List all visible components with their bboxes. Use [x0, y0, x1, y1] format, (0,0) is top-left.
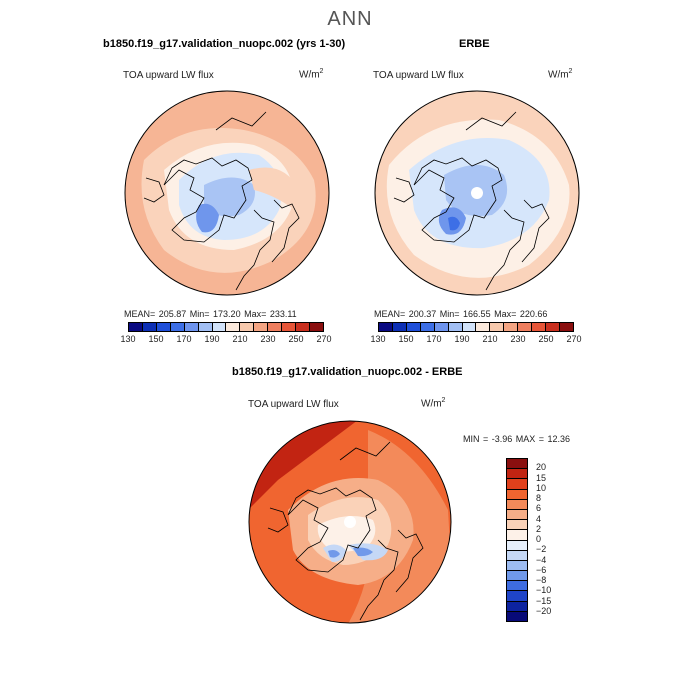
colorbar-swatch [379, 323, 393, 331]
colorbar-tick-label: 250 [538, 334, 554, 344]
colorbar-swatch [129, 323, 143, 331]
obs-panel-title: ERBE [459, 38, 490, 50]
colorbar-swatch [254, 323, 269, 331]
obs-polar-map [374, 90, 580, 296]
colorbar-swatch [507, 479, 527, 490]
colorbar-tick-label: 270 [566, 334, 582, 344]
obs-stats: MEAN= 200.37 Min= 166.55 Max= 220.66 [374, 309, 548, 319]
diff-variable-label: TOA upward LW flux [248, 399, 339, 410]
diff-polar-map [248, 420, 452, 624]
colorbar-tick-label: 250 [288, 334, 304, 344]
colorbar-swatch [507, 581, 527, 592]
diff-colorbar: 20 15 10 8 6 4 2 0 −2 −4 −6 −8 −10 −15 −20 [506, 458, 576, 622]
obs-variable-label: TOA upward LW flux [373, 70, 464, 81]
colorbar-tick-label: 150 [148, 334, 164, 344]
diff-stats: MIN = -3.96 MAX = 12.36 [463, 434, 571, 444]
colorbar-swatch [296, 323, 310, 331]
model-polar-map [124, 90, 330, 296]
colorbar-swatch [268, 323, 283, 331]
colorbar-swatch [476, 323, 491, 331]
colorbar-tick-label: −10 [536, 585, 552, 596]
colorbar-swatch [559, 323, 573, 331]
colorbar-swatch [507, 571, 527, 582]
colorbar-swatch [406, 323, 421, 331]
colorbar-swatch [518, 323, 533, 331]
colorbar-swatch [532, 323, 547, 331]
colorbar-swatch [184, 323, 199, 331]
colorbar-tick-label: 130 [370, 334, 386, 344]
colorbar-tick-label: −2 [536, 544, 547, 555]
colorbar-tick-label: 170 [176, 334, 192, 344]
colorbar-swatch [226, 323, 241, 331]
colorbar-tick-label: 230 [510, 334, 526, 344]
colorbar-swatch [198, 323, 213, 331]
colorbar-tick-label: 130 [120, 334, 136, 344]
colorbar-swatch [309, 323, 323, 331]
model-stats: MEAN= 205.87 Min= 173.20 Max= 233.11 [124, 309, 297, 319]
colorbar-tick-label: 15 [536, 472, 547, 483]
colorbar-swatch [507, 601, 527, 612]
colorbar-swatch [212, 323, 227, 331]
colorbar-tick-label: −8 [536, 575, 547, 585]
colorbar-swatch [507, 459, 527, 470]
diff-colorbar-swatches [506, 458, 528, 622]
colorbar-tick-label: 190 [204, 334, 220, 344]
model-variable-label: TOA upward LW flux [123, 70, 214, 81]
colorbar-swatch [507, 499, 527, 510]
colorbar-tick-label: 210 [232, 334, 248, 344]
colorbar-swatch [507, 489, 527, 500]
colorbar-swatch [490, 323, 505, 331]
colorbar-swatch [507, 540, 527, 551]
model-units-label: W/m2 [299, 68, 324, 81]
colorbar-tick-label: 8 [536, 493, 542, 503]
colorbar-tick-label: −6 [536, 564, 547, 575]
season-title: ANN [327, 8, 373, 30]
colorbar-tick-label: 170 [426, 334, 442, 344]
colorbar-tick-label: −20 [536, 605, 552, 616]
model-colorbar-swatches [128, 322, 324, 332]
colorbar-swatch [507, 469, 527, 480]
colorbar-tick-label: 230 [260, 334, 276, 344]
colorbar-tick-label: 0 [536, 534, 542, 544]
colorbar-swatch [507, 520, 527, 531]
diff-panel-title: b1850.f19_g17.validation_nuopc.002 - ERB… [232, 366, 463, 378]
colorbar-tick-label: 10 [536, 482, 547, 493]
colorbar-swatch [504, 323, 519, 331]
colorbar-swatch [142, 323, 157, 331]
colorbar-swatch [170, 323, 185, 331]
colorbar-swatch [507, 611, 527, 621]
colorbar-swatch [434, 323, 449, 331]
colorbar-swatch [507, 550, 527, 561]
colorbar-swatch [546, 323, 560, 331]
colorbar-tick-label: 4 [536, 513, 542, 524]
diff-units-label: W/m2 [421, 397, 446, 410]
colorbar-tick-label: 190 [454, 334, 470, 344]
colorbar-swatch [507, 591, 527, 602]
colorbar-swatch [156, 323, 171, 331]
model-colorbar: 130 150 170 190 210 230 250 270 [120, 322, 332, 346]
colorbar-swatch [507, 560, 527, 572]
colorbar-tick-label: 2 [536, 523, 542, 534]
colorbar-tick-label: 270 [316, 334, 332, 344]
model-panel-title: b1850.f19_g17.validation_nuopc.002 (yrs … [103, 38, 346, 50]
colorbar-tick-label: 150 [398, 334, 414, 344]
model-colorbar-labels: 130 150 170 190 210 230 250 270 [120, 334, 331, 346]
obs-units-label: W/m2 [548, 68, 573, 81]
obs-colorbar-labels: 130 150 170 190 210 230 250 270 [370, 334, 581, 346]
colorbar-tick-label: 6 [536, 503, 542, 514]
colorbar-swatch [420, 323, 435, 331]
obs-colorbar: 130 150 170 190 210 230 250 270 [370, 322, 582, 346]
colorbar-swatch [392, 323, 407, 331]
obs-colorbar-swatches [378, 322, 574, 332]
colorbar-tick-label: 20 [536, 462, 547, 473]
colorbar-tick-label: −15 [536, 595, 552, 606]
colorbar-tick-label: 210 [482, 334, 498, 344]
colorbar-swatch [282, 323, 297, 331]
colorbar-tick-label: −4 [536, 554, 547, 565]
colorbar-swatch [507, 530, 527, 541]
colorbar-swatch [448, 323, 463, 331]
colorbar-swatch [462, 323, 477, 331]
colorbar-swatch [507, 509, 527, 521]
colorbar-swatch [240, 323, 255, 331]
